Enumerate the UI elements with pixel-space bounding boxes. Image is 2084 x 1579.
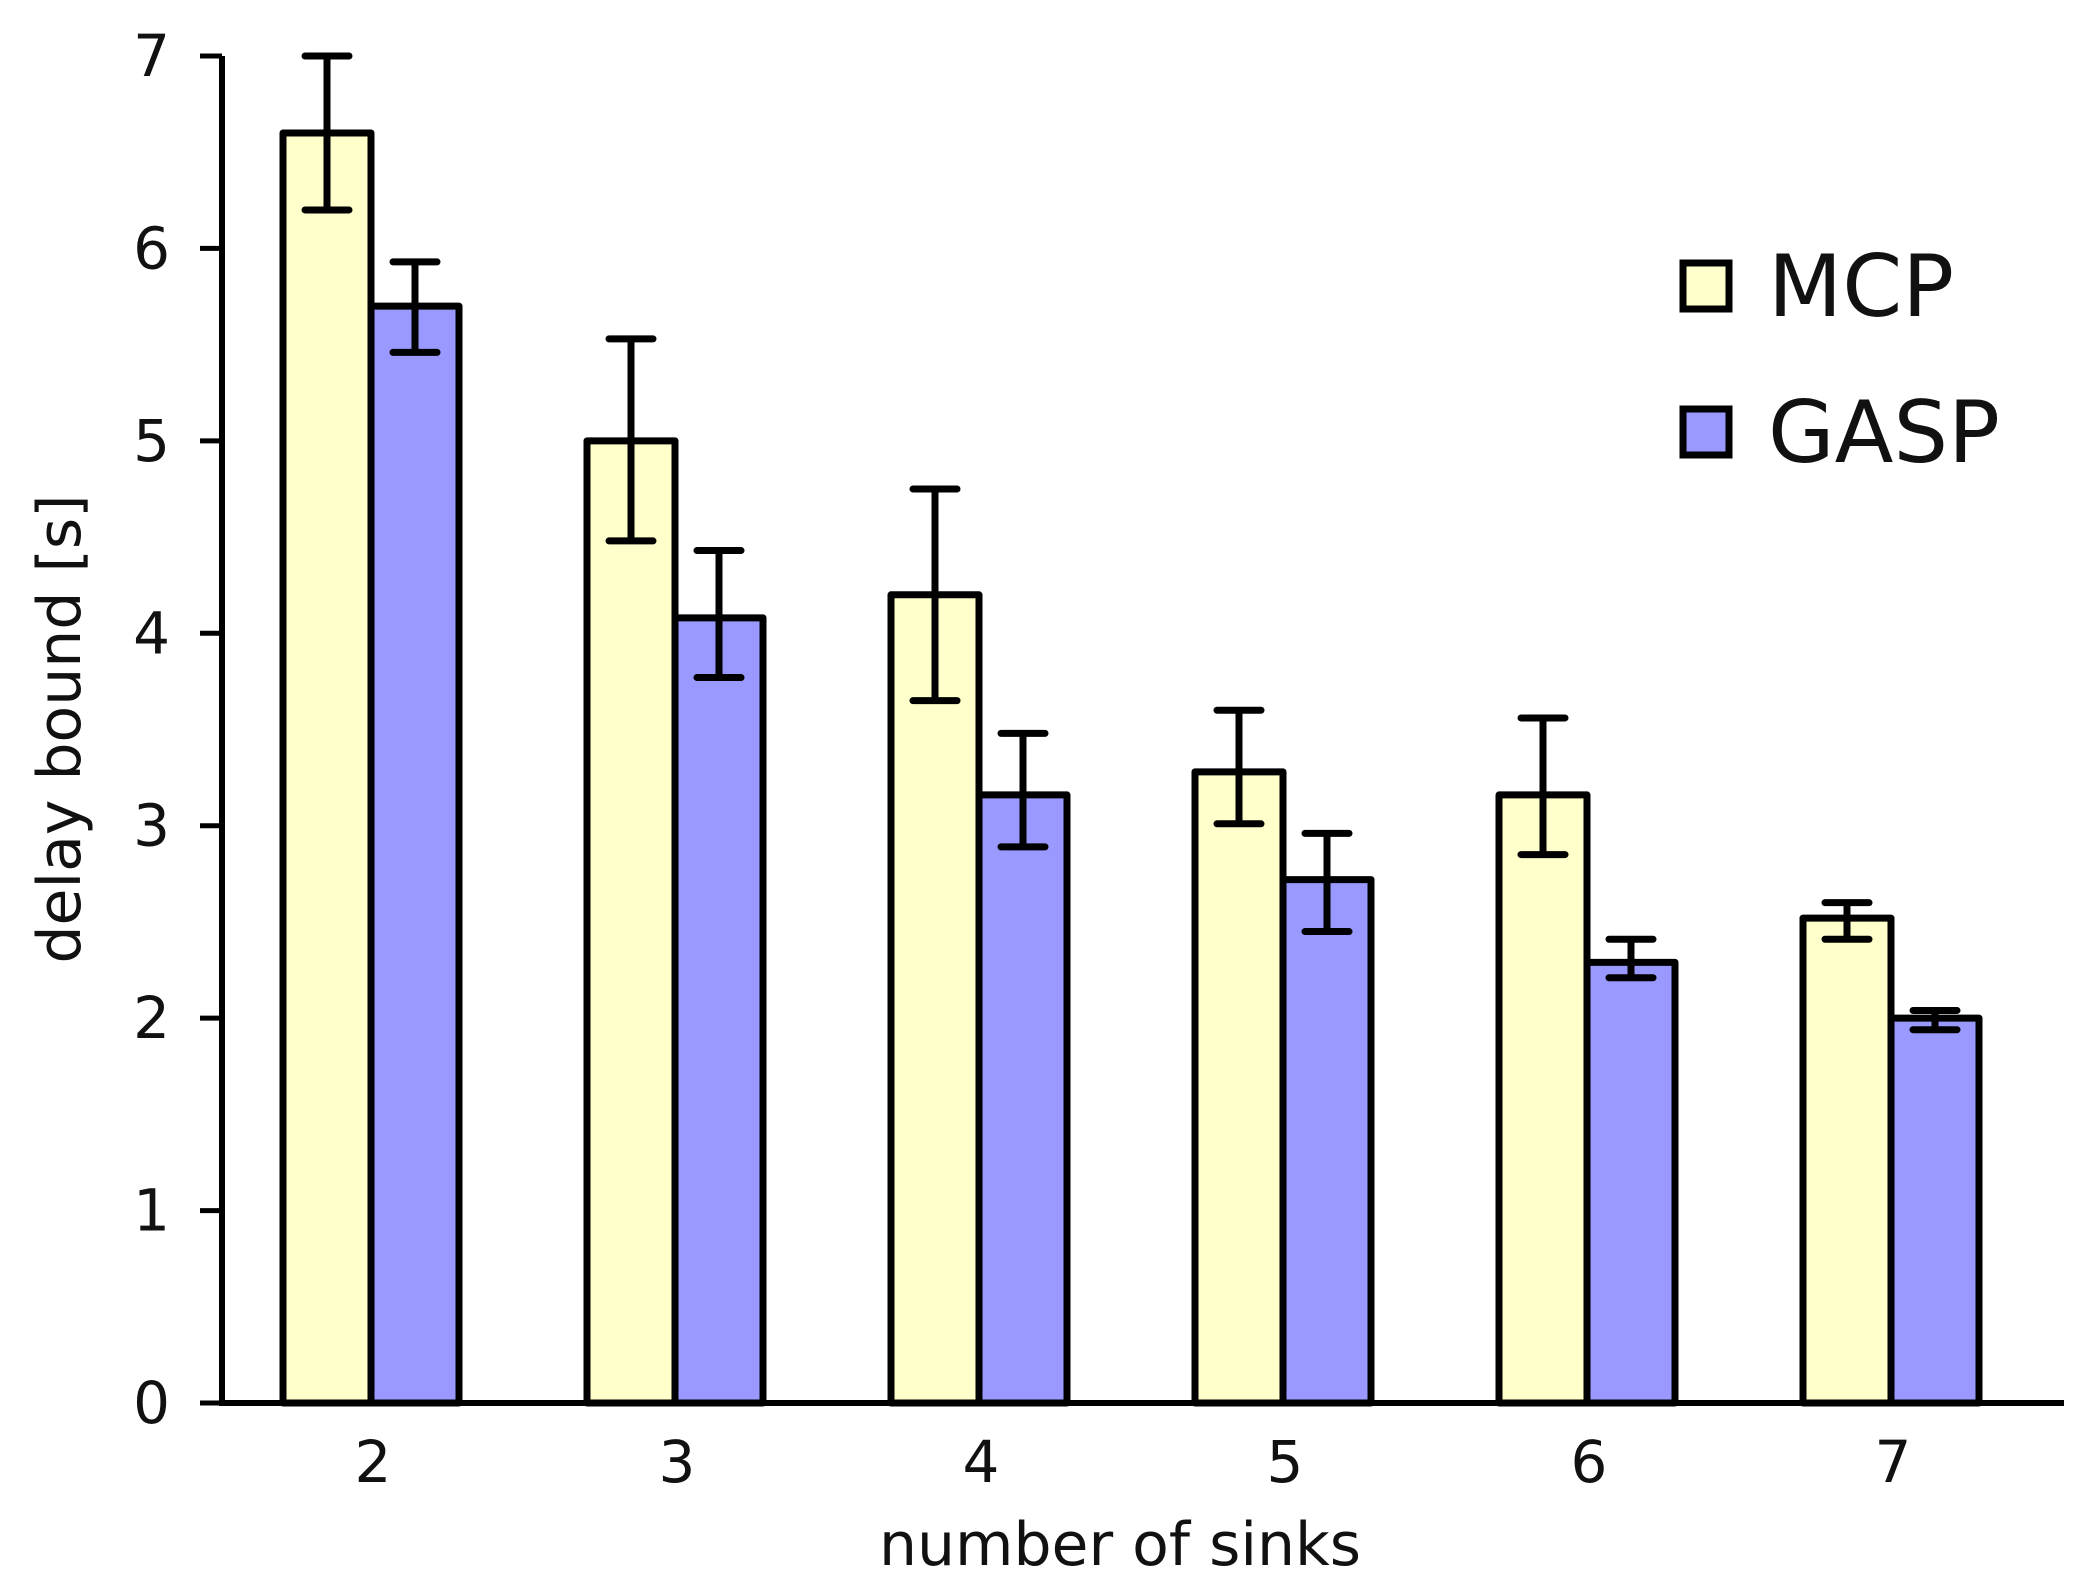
x-tick-label: 2	[355, 1428, 392, 1496]
error-bar-gasp-7	[1909, 1006, 1961, 1034]
error-bar-mcp-3	[605, 335, 657, 545]
legend-swatch-mcp	[1679, 259, 1733, 313]
bar-mcp-2	[279, 129, 375, 1407]
legend-swatch-gasp	[1679, 405, 1733, 459]
y-ticks: 0 1 2 3 4 5 6 7	[133, 22, 222, 1437]
y-tick-label: 1	[133, 1177, 170, 1245]
y-axis-title: delay bound [s]	[25, 494, 95, 963]
y-tick-label: 7	[133, 22, 170, 90]
legend-label-gasp: GASP	[1768, 383, 2000, 483]
bar-gasp-5	[1279, 876, 1375, 1407]
x-tick-label: 4	[963, 1428, 1000, 1496]
x-tick-label: 6	[1571, 1428, 1608, 1496]
error-bar-gasp-6	[1605, 935, 1657, 982]
error-bar-gasp-3	[693, 547, 745, 682]
bar-mcp-5	[1191, 768, 1287, 1407]
bar-mcp-6	[1495, 791, 1591, 1407]
x-tick-label: 5	[1267, 1428, 1304, 1496]
x-tick-label: 7	[1875, 1428, 1912, 1496]
error-bar-mcp-4	[909, 485, 961, 705]
bars-layer	[279, 129, 1983, 1407]
error-bar-mcp-5	[1213, 706, 1265, 828]
error-bar-gasp-4	[997, 729, 1049, 851]
error-bar-gasp-5	[1301, 829, 1353, 936]
error-bar-mcp-7	[1821, 899, 1873, 943]
x-tick-label: 3	[659, 1428, 696, 1496]
error-bar-gasp-2	[389, 258, 441, 356]
y-tick-label: 0	[133, 1369, 170, 1437]
bar-mcp-3	[583, 437, 679, 1407]
legend: MCP GASP	[1679, 237, 2000, 483]
bar-mcp-7	[1799, 914, 1895, 1407]
bar-gasp-4	[975, 791, 1071, 1407]
bar-gasp-7	[1887, 1014, 1983, 1407]
error-bar-mcp-2	[301, 52, 353, 214]
y-tick-label: 3	[133, 792, 170, 860]
x-ticks: 2 3 4 5 6 7	[355, 1428, 1912, 1496]
bar-gasp-2	[367, 302, 463, 1407]
error-bar-mcp-6	[1517, 714, 1569, 859]
legend-item-gasp: GASP	[1679, 383, 2000, 483]
y-tick-label: 5	[133, 407, 170, 475]
bar-gasp-6	[1583, 958, 1679, 1407]
y-tick-label: 4	[133, 599, 170, 667]
legend-item-mcp: MCP	[1679, 237, 1954, 337]
y-tick-label: 6	[133, 214, 170, 282]
bar-mcp-4	[887, 591, 983, 1407]
legend-label-mcp: MCP	[1768, 237, 1954, 337]
y-tick-label: 2	[133, 984, 170, 1052]
x-axis-title: number of sinks	[879, 1510, 1361, 1579]
bar-gasp-3	[671, 614, 767, 1407]
error-bars-layer	[301, 52, 1961, 1034]
